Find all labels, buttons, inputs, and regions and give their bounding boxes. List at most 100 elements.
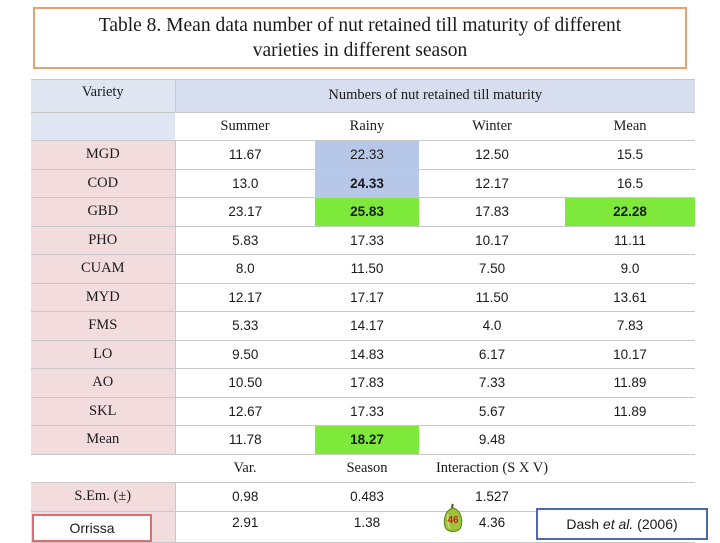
citation-year: (2006) <box>633 516 678 532</box>
table-title: Table 8. Mean data number of nut retaine… <box>98 15 622 61</box>
value-cell: 5.83 <box>175 225 315 255</box>
header-row-2: Summer Rainy Winter Mean <box>31 111 696 141</box>
value-cell: 9.50 <box>175 339 315 369</box>
value-cell: 22.28 <box>565 197 696 227</box>
value-cell: 7.83 <box>565 311 696 341</box>
value-cell: 12.17 <box>175 282 315 312</box>
table-row: MYD 12.17 17.17 11.50 13.61 <box>31 282 696 312</box>
value-cell: 14.83 <box>315 339 419 369</box>
variety-cell: GBD <box>31 197 176 227</box>
value-cell: 14.17 <box>315 311 419 341</box>
variety-cell: LO <box>31 339 176 369</box>
table-row: COD 13.0 24.33 12.17 16.5 <box>31 168 696 198</box>
data-table: Variety Numbers of nut retained till mat… <box>31 79 696 543</box>
value-cell: 11.50 <box>315 254 419 284</box>
mean-value: 11.78 <box>175 425 315 455</box>
citation-etal: et al. <box>602 516 634 532</box>
table-row: FMS 5.33 14.17 4.0 7.83 <box>31 311 696 341</box>
stats-header-blank <box>31 453 175 483</box>
table-row: CUAM 8.0 11.50 7.50 9.0 <box>31 254 696 284</box>
table-row: LO 9.50 14.83 6.17 10.17 <box>31 339 696 369</box>
stats-header: Var. <box>175 453 315 483</box>
sem-value: 0.483 <box>315 482 419 512</box>
table-row: MGD 11.67 22.33 12.50 15.5 <box>31 140 696 170</box>
coconut-icon <box>443 503 463 532</box>
value-cell: 16.5 <box>565 168 696 198</box>
value-cell: 12.50 <box>419 140 565 170</box>
citation-author: Dash <box>566 516 603 532</box>
value-cell: 11.89 <box>565 368 696 398</box>
variety-cell: MGD <box>31 140 176 170</box>
value-cell: 23.17 <box>175 197 315 227</box>
value-cell: 5.67 <box>419 396 565 426</box>
table-row: PHO 5.83 17.33 10.17 11.11 <box>31 225 696 255</box>
region-label: Orrissa <box>32 514 152 542</box>
title-box: Table 8. Mean data number of nut retaine… <box>33 7 687 69</box>
value-cell: 10.17 <box>419 225 565 255</box>
value-cell: 4.0 <box>419 311 565 341</box>
value-cell: 11.11 <box>565 225 696 255</box>
mean-row: Mean 11.78 18.27 9.48 <box>31 425 696 455</box>
table-row: SKL 12.67 17.33 5.67 11.89 <box>31 396 696 426</box>
sem-label: S.Em. (±) <box>31 482 176 512</box>
value-cell: 12.67 <box>175 396 315 426</box>
value-cell: 13.0 <box>175 168 315 198</box>
variety-cell: COD <box>31 168 176 198</box>
header-row-1: Variety Numbers of nut retained till mat… <box>31 79 696 113</box>
value-cell: 24.33 <box>315 168 419 198</box>
sem-value: 0.98 <box>175 482 315 512</box>
value-cell: 17.83 <box>315 368 419 398</box>
cd-value: 1.38 <box>315 510 419 543</box>
stats-header-row: Var. Season Interaction (S X V) <box>31 453 696 483</box>
cd-value: 2.91 <box>175 510 315 543</box>
value-cell: 25.83 <box>315 197 419 227</box>
value-cell: 7.33 <box>419 368 565 398</box>
value-cell: 17.17 <box>315 282 419 312</box>
mean-value: 18.27 <box>315 425 419 455</box>
table-row: AO 10.50 17.83 7.33 11.89 <box>31 368 696 398</box>
mean-value <box>565 425 696 455</box>
value-cell: 7.50 <box>419 254 565 284</box>
variety-cell: AO <box>31 368 176 398</box>
value-cell: 10.17 <box>565 339 696 369</box>
variety-header-blank <box>31 111 175 141</box>
stats-header: Interaction (S X V) <box>419 453 565 483</box>
column-header: Rainy <box>315 111 419 141</box>
value-cell: 17.33 <box>315 225 419 255</box>
value-cell: 17.83 <box>419 197 565 227</box>
column-header: Summer <box>175 111 315 141</box>
value-cell: 17.33 <box>315 396 419 426</box>
sem-blank <box>565 482 696 512</box>
value-cell: 11.89 <box>565 396 696 426</box>
value-cell: 22.33 <box>315 140 419 170</box>
value-cell: 8.0 <box>175 254 315 284</box>
value-cell: 5.33 <box>175 311 315 341</box>
variety-cell: CUAM <box>31 254 176 284</box>
sem-row: S.Em. (±) 0.98 0.483 1.527 <box>31 482 696 512</box>
sem-value: 1.527 <box>419 482 565 512</box>
column-header: Winter <box>419 111 565 141</box>
value-cell: 12.17 <box>419 168 565 198</box>
variety-cell: SKL <box>31 396 176 426</box>
citation: Dash et al. (2006) <box>536 508 708 540</box>
stats-header-blank <box>565 453 696 483</box>
value-cell: 11.67 <box>175 140 315 170</box>
page-number: 46 <box>447 515 459 526</box>
mean-label: Mean <box>31 425 176 455</box>
variety-cell: MYD <box>31 282 176 312</box>
stats-header: Season <box>315 453 419 483</box>
value-cell: 13.61 <box>565 282 696 312</box>
table-row: GBD 23.17 25.83 17.83 22.28 <box>31 197 696 227</box>
variety-header: Variety <box>31 79 176 113</box>
variety-cell: PHO <box>31 225 176 255</box>
value-cell: 11.50 <box>419 282 565 312</box>
value-cell: 15.5 <box>565 140 696 170</box>
value-cell: 9.0 <box>565 254 696 284</box>
page-number-badge: 46 <box>440 502 466 536</box>
value-cell: 6.17 <box>419 339 565 369</box>
mean-value: 9.48 <box>419 425 565 455</box>
value-cell: 10.50 <box>175 368 315 398</box>
group-header: Numbers of nut retained till maturity <box>175 79 696 113</box>
variety-cell: FMS <box>31 311 176 341</box>
column-header: Mean <box>565 111 696 141</box>
